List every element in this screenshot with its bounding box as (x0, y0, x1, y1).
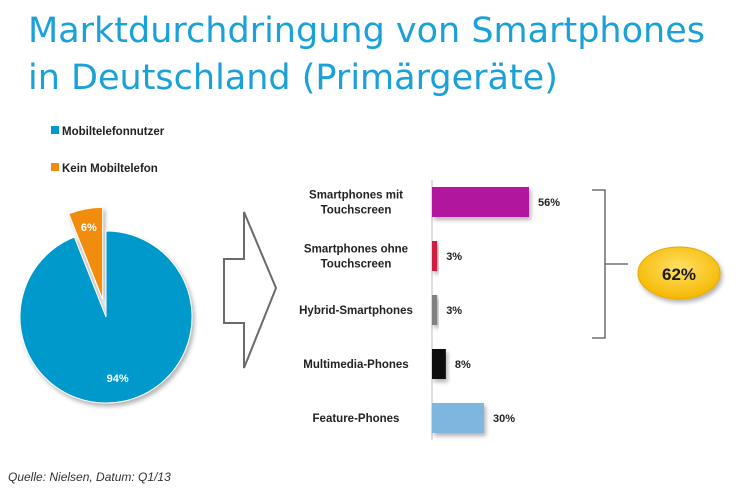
legend-swatch-users (51, 126, 59, 134)
legend-label-none: Kein Mobiltelefon (62, 163, 158, 175)
bracket (592, 189, 628, 339)
bar (432, 349, 446, 379)
page-title: Marktdurchdringung von Smartphones in De… (28, 8, 748, 102)
bar-category-label: Feature-Phones (313, 413, 400, 425)
badge-ellipse (637, 246, 721, 300)
bar-value-label: 56% (538, 197, 560, 209)
bar-chart: 56% Smartphones mit Touchscreen 3% Smartphon… (299, 180, 560, 440)
pie-slice-none (68, 206, 104, 300)
bar-value-label: 8% (455, 359, 471, 371)
bar (432, 295, 438, 325)
bar-value-label: 3% (446, 305, 462, 317)
arrow-shape (223, 211, 278, 369)
title-line-2: in Deutschland (Primärgeräte) (28, 58, 558, 98)
bar (432, 187, 529, 217)
bar-category-label: Smartphones ohne Touchscreen (304, 244, 408, 271)
bar-value-label: 3% (446, 251, 462, 263)
badge-label: 62% (662, 265, 696, 284)
bar-value-label: 30% (493, 413, 515, 425)
title-line-1: Marktdurchdringung von Smartphones (28, 11, 705, 51)
pie-value-label: 6% (81, 222, 97, 234)
total-badge: 62% (637, 246, 721, 300)
pie-legend: Mobiltelefonnutzer Kein Mobiltelefon (51, 126, 165, 175)
bar (432, 403, 484, 433)
pie-labels: 94% 6% (81, 222, 129, 385)
pie-value-label: 94% (107, 373, 129, 385)
bar-category-label: Smartphones mit Touchscreen (309, 190, 403, 217)
bar (432, 241, 438, 271)
pie-slice-users (19, 230, 193, 404)
legend-swatch-none (51, 163, 59, 171)
bar-category-label: Multimedia-Phones (303, 359, 408, 371)
pie-chart (19, 206, 193, 404)
source-note: Quelle: Nielsen, Datum: Q1/13 (8, 470, 171, 484)
legend-label-users: Mobiltelefonnutzer (62, 126, 165, 138)
bar-category-label: Hybrid-Smartphones (299, 305, 413, 317)
